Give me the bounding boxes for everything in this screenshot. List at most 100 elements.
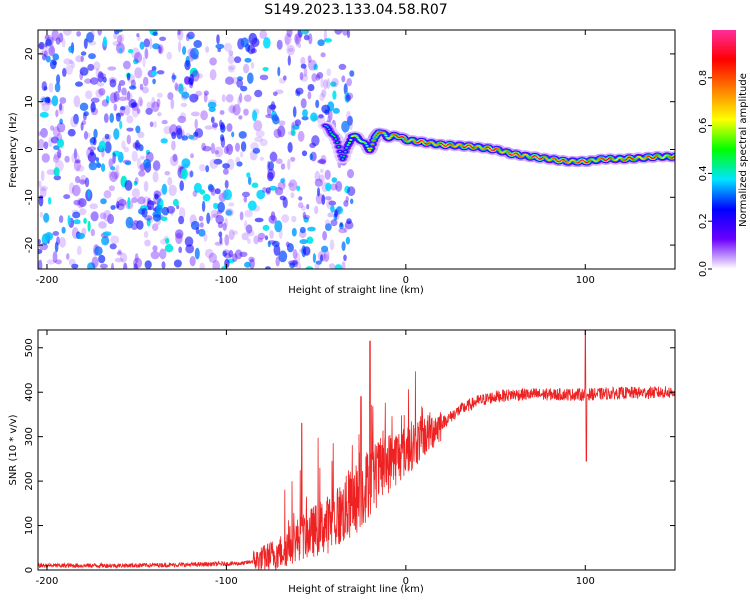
spectrogram-noise-blob [224,234,230,246]
spectrogram-noise-blob [63,194,71,200]
spectrogram-noise-blob [331,177,338,183]
spectrogram-noise-blob [267,168,276,180]
spectrogram-noise-blob [254,217,264,223]
spectrogram-noise-blob [172,153,178,162]
spectrogram-noise-blob [303,67,308,77]
spectrogram-noise-blob [80,51,87,56]
spectrogram-noise-blob [334,209,338,218]
spectrogram-signal-mark [407,140,410,142]
spectrogram-signal-mark [337,146,340,148]
spectrogram-noise-blob [144,260,152,269]
spectrogram-noise-blob [280,178,285,184]
spectrogram-noise-blob [57,148,62,159]
spectrogram-signal-mark [573,160,577,163]
spectrogram-noise-blob [84,78,92,84]
spectrogram-noise-blob [276,39,283,50]
spectrogram-noise-blob [102,36,107,47]
spectrogram-noise-blob [149,37,153,50]
spectrogram-noise-blob [209,69,217,81]
spectrogram-noise-blob [254,89,263,98]
spectrogram-noise-blob [240,151,244,158]
spectrogram-signal-mark [449,143,452,145]
spectrogram-noise-blob [320,154,327,165]
spectrogram-noise-blob [225,208,234,217]
spectrogram-signal-mark [422,141,425,143]
spectrogram-signal-mark [587,160,590,163]
spectrogram-noise-blob [294,33,302,45]
spectrogram-noise-blob [143,180,149,192]
spectrogram-noise-blob [326,78,331,90]
spectrogram-noise-blob [243,196,248,203]
spectrogram-signal-mark [464,146,467,148]
spectrogram-noise-blob [144,215,153,221]
spectrogram-noise-blob [225,94,234,103]
spectrogram-noise-blob [249,38,257,46]
spectrogram-signal-mark [388,137,391,139]
spectrogram-signal-mark [446,144,450,146]
spectrogram-noise-blob [349,70,355,77]
spectrogram-signal-mark [347,144,350,146]
spectrogram-noise-blob [90,211,99,222]
spectrogram-noise-blob [347,169,354,179]
spectrogram-signal-mark [348,142,351,144]
spectrogram-noise-blob [114,171,119,180]
spectrogram-noise-blob [142,56,146,68]
spectrogram-y-tick-label: 20 [24,48,35,61]
spectrogram-signal-mark [638,156,642,158]
spectrogram-noise-blob [169,155,179,167]
spectrogram-noise-blob [141,86,149,94]
spectrogram-noise-blob [40,127,48,138]
spectrogram-noise-blob [42,46,50,56]
spectrogram-signal-mark [372,139,375,141]
spectrogram-noise-blob [193,131,199,137]
spectrogram-noise-blob [304,30,309,38]
spectrogram-noise-blob [104,133,110,140]
spectrogram-noise-blob [292,106,297,118]
spectrogram-noise-blob [101,236,110,246]
spectrogram-noise-blob [297,43,302,48]
spectrogram-noise-blob [238,115,243,120]
spectrogram-noise-blob [259,30,268,39]
spectrogram-noise-blob [38,131,42,137]
spectrogram-noise-blob [209,57,217,66]
spectrogram-noise-blob [124,161,132,166]
spectrogram-signal-mark [384,134,387,137]
spectrogram-noise-blob [108,185,115,192]
spectrogram-noise-blob [44,42,48,48]
spectrogram-noise-blob [222,250,227,257]
spectrogram-noise-blob [97,82,105,87]
spectrogram-noise-blob [115,164,120,170]
spectrogram-noise-blob [273,128,282,139]
spectrogram-noise-blob [131,150,138,162]
spectrogram-signal-mark [610,157,613,159]
spectrogram-noise-blob [277,125,286,138]
spectrogram-noise-blob [320,52,326,58]
spectrogram-noise-blob [98,72,107,79]
spectrogram-signal-mark [349,139,352,141]
spectrogram-noise-blob [303,34,310,41]
spectrogram-noise-blob [109,92,117,104]
snr-y-label: SNR (10 * v/v) [8,414,19,485]
spectrogram-noise-blob [294,119,302,126]
spectrogram-noise-blob [317,159,326,164]
spectrogram-noise-blob [202,193,211,202]
spectrogram-noise-blob [128,49,134,54]
spectrogram-signal-mark [667,155,670,157]
spectrogram-noise-blob [116,201,120,209]
spectrogram-noise-blob [193,40,202,48]
spectrogram-y-tick-label: 10 [24,95,35,108]
spectrogram-noise-blob [299,72,304,81]
spectrogram-noise-blob [337,206,342,212]
spectrogram-noise-blob [204,248,214,259]
spectrogram-noise-blob [198,228,206,237]
spectrogram-noise-blob [156,92,163,98]
spectrogram-noise-blob [188,170,195,177]
spectrogram-noise-blob [147,200,157,206]
spectrogram-noise-blob [123,146,129,153]
spectrogram-noise-blob [321,194,326,205]
spectrogram-noise-blob [76,232,85,240]
spectrogram-noise-blob [165,237,170,244]
spectrogram-noise-blob [119,33,125,44]
spectrogram-noise-blob [104,141,112,154]
spectrogram-signal-mark [394,134,397,136]
